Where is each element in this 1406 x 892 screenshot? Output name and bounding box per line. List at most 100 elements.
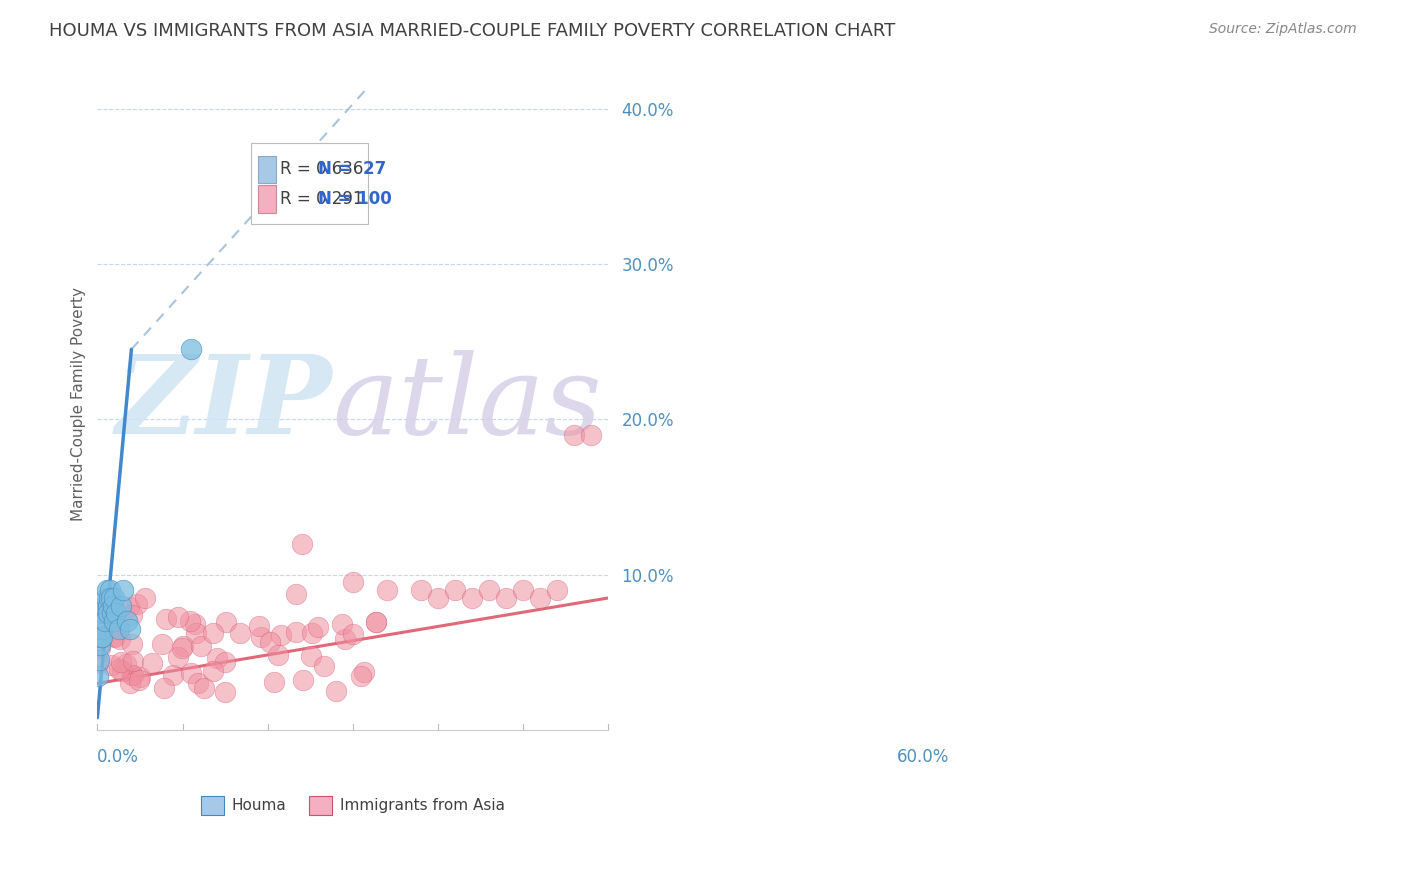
Point [98,583,121,598]
Point [325,683,347,698]
Point [128,670,150,684]
Point [103,629,125,643]
Point [103,591,125,605]
Point [291,536,314,550]
Point [263,674,285,689]
Point [104,630,127,644]
Point [100,593,122,607]
Point [214,655,236,669]
Point [101,607,124,621]
Point [180,343,202,357]
Point [89,638,111,652]
FancyBboxPatch shape [259,186,276,212]
Text: 60.0%: 60.0% [897,748,949,766]
Point [179,614,201,628]
Point [167,650,190,665]
Point [121,668,143,682]
Point [353,665,375,679]
Point [121,607,143,622]
Point [202,664,225,678]
Point [285,624,308,639]
Point [90,622,112,636]
Point [115,657,138,672]
Point [94,614,117,628]
Point [228,625,250,640]
Point [108,662,131,676]
Point [110,655,132,669]
Point [100,658,122,673]
Point [90,630,112,644]
Point [335,632,357,646]
Point [125,597,148,611]
Text: R = 0.291: R = 0.291 [280,190,363,208]
Point [89,641,111,656]
Point [111,664,134,678]
Point [478,583,501,598]
Point [121,636,143,650]
Point [270,628,292,642]
Point [259,635,281,649]
Point [121,668,143,682]
Point [461,591,484,605]
Point [162,668,184,682]
Point [87,653,110,667]
Point [93,599,115,613]
Point [97,607,120,621]
Text: HOUMA VS IMMIGRANTS FROM ASIA MARRIED-COUPLE FAMILY POVERTY CORRELATION CHART: HOUMA VS IMMIGRANTS FROM ASIA MARRIED-CO… [49,22,896,40]
Point [183,616,205,631]
Point [107,621,129,635]
Point [546,583,568,598]
FancyBboxPatch shape [259,156,276,183]
Point [214,685,236,699]
Point [285,587,308,601]
Legend: Houma, Immigrants from Asia: Houma, Immigrants from Asia [195,790,510,821]
Point [307,620,329,634]
Point [366,615,388,630]
Point [105,607,128,621]
Point [91,607,114,621]
Point [205,651,228,665]
Point [115,614,138,628]
Point [184,626,207,640]
Point [118,599,141,614]
Point [201,626,224,640]
Point [111,583,134,598]
Point [350,669,373,683]
Point [101,599,124,613]
Point [96,605,118,619]
Point [110,599,132,613]
Point [562,427,585,442]
Point [193,681,215,695]
Point [215,615,238,629]
Point [108,632,131,646]
Point [170,640,193,655]
Point [89,635,111,649]
Point [128,673,150,687]
Point [247,619,270,633]
Point [107,622,129,636]
Point [512,583,534,598]
Point [94,591,117,605]
Point [153,681,176,696]
Point [342,626,364,640]
Text: Source: ZipAtlas.com: Source: ZipAtlas.com [1209,22,1357,37]
Point [100,591,122,605]
Point [427,591,450,605]
Point [301,625,323,640]
Point [581,427,603,442]
Point [187,676,209,690]
FancyBboxPatch shape [250,143,368,224]
Point [167,610,190,624]
Point [97,599,120,613]
Point [299,648,322,663]
Point [96,583,118,598]
Point [375,583,398,598]
Point [495,591,517,605]
Point [87,668,110,682]
Point [121,654,143,668]
Point [444,583,467,598]
Text: atlas: atlas [332,350,602,458]
Point [155,612,177,626]
Text: 0.0%: 0.0% [97,748,139,766]
Y-axis label: Married-Couple Family Poverty: Married-Couple Family Poverty [72,286,86,521]
